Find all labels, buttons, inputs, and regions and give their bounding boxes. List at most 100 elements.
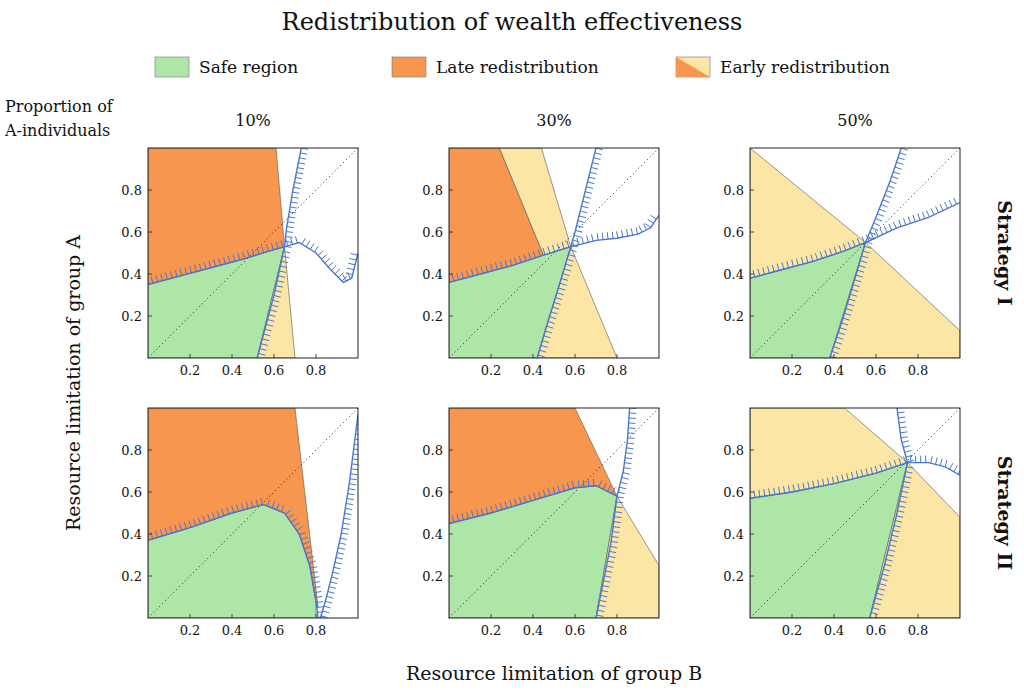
x-tick-label: 0.4 [222,623,243,638]
x-tick [617,354,618,358]
diagonal [148,408,358,618]
region [750,148,866,278]
legend-entry: Late redistribution [392,57,599,77]
plot-marks [750,148,960,358]
y-tick [148,534,152,535]
x-tick-label: 0.6 [866,623,887,638]
x-tick-label: 0.8 [908,363,929,378]
y-tick [750,534,754,535]
boundary-line [257,148,301,358]
x-tick [232,354,233,358]
boundary-line [596,408,630,618]
panel: 0.20.40.60.80.20.40.60.8 [422,148,659,378]
x-tick [232,614,233,618]
panel: 0.20.40.60.80.20.40.60.8 [422,408,659,638]
y-tick [750,232,754,233]
y-tick [148,190,152,191]
y-tick-label: 0.2 [422,309,443,324]
x-tick [792,614,793,618]
plot-background [750,408,960,618]
x-tick-label: 0.6 [565,363,586,378]
legend-swatch-part [676,57,710,77]
hatching [597,408,637,616]
x-tick-label: 0.8 [908,623,929,638]
plot-frame [449,148,659,358]
x-tick [876,614,877,618]
legend-swatch [392,57,426,77]
y-tick [449,316,453,317]
x-tick [792,354,793,358]
x-tick [316,614,317,618]
x-tick [575,614,576,618]
region [148,148,285,285]
x-tick-label: 0.6 [866,363,887,378]
plot-background [750,148,960,358]
diagonal [750,408,960,618]
region [499,148,570,255]
row-label: Strategy II [994,456,1016,571]
x-tick-label: 0.8 [306,363,327,378]
plot-marks [148,148,358,358]
y-tick-label: 0.4 [422,267,443,282]
x-label: Resource limitation of group B [406,662,702,684]
legend-label: Safe region [199,57,298,77]
y-tick-label: 0.4 [121,527,142,542]
y-tick [148,492,152,493]
y-tick-label: 0.6 [723,225,744,240]
y-tick-label: 0.4 [121,267,142,282]
x-tick [617,614,618,618]
x-tick [834,354,835,358]
y-tick [750,190,754,191]
hatching [258,148,308,355]
x-tick-label: 0.2 [481,363,502,378]
hatching [449,215,656,282]
y-tick-label: 0.2 [723,309,744,324]
y-tick [148,450,152,451]
x-tick-label: 0.4 [824,623,845,638]
x-tick-label: 0.6 [264,363,285,378]
x-tick [918,614,919,618]
y-tick [750,492,754,493]
y-tick [449,232,453,233]
region [148,408,318,608]
hatching [830,148,907,358]
y-tick-label: 0.4 [422,527,443,542]
legend-label: Early redistribution [720,57,890,77]
panel: 0.20.40.60.80.20.40.60.8 [121,148,358,378]
x-tick [533,354,534,358]
x-tick [491,354,492,358]
y-tick-label: 0.4 [723,527,744,542]
x-tick [190,354,191,358]
region [537,247,617,358]
x-tick-label: 0.2 [180,623,201,638]
y-tick-label: 0.2 [121,569,142,584]
x-tick [274,614,275,618]
y-tick [449,190,453,191]
x-tick-label: 0.2 [782,623,803,638]
boundary-line [449,486,617,524]
region [830,243,960,359]
plot-background [148,408,358,618]
y-tick-label: 0.8 [723,443,744,458]
y-tick [449,492,453,493]
boundary-line [537,148,596,358]
column-label: 10% [235,111,271,130]
x-tick-label: 0.4 [523,363,544,378]
x-tick-label: 0.8 [306,623,327,638]
x-tick [190,614,191,618]
region [257,247,295,358]
y-tick [148,232,152,233]
hatching [870,408,914,618]
x-tick-label: 0.4 [824,363,845,378]
row-label: Strategy I [994,200,1016,306]
column-label: 50% [837,111,873,130]
y-tick [449,534,453,535]
legend-label: Late redistribution [436,57,599,77]
plot-frame [750,148,960,358]
y-tick-label: 0.6 [723,485,744,500]
x-tick-label: 0.2 [180,363,201,378]
diagonal [449,148,659,358]
y-tick-label: 0.6 [121,485,142,500]
diagonal [750,148,960,358]
legend-swatch [155,57,189,77]
